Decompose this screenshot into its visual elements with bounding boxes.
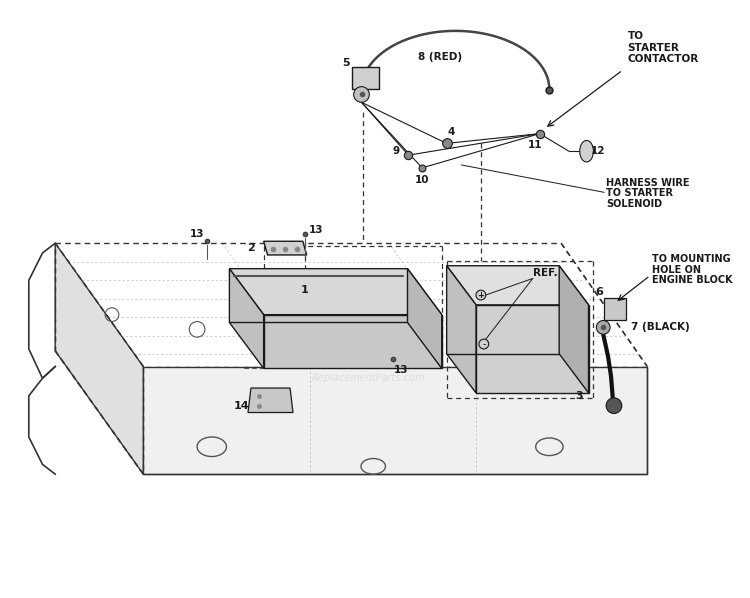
Text: 9: 9	[392, 147, 399, 156]
Circle shape	[354, 87, 369, 102]
Polygon shape	[352, 67, 379, 89]
Text: 10: 10	[415, 175, 430, 185]
Circle shape	[479, 339, 489, 349]
Polygon shape	[407, 269, 442, 368]
Circle shape	[606, 398, 622, 413]
Text: 14: 14	[233, 401, 249, 411]
Text: ENGINE BLOCK: ENGINE BLOCK	[652, 276, 733, 285]
Circle shape	[476, 290, 486, 300]
Polygon shape	[230, 269, 264, 368]
Text: 6: 6	[596, 287, 603, 297]
Polygon shape	[264, 241, 307, 255]
Text: 12: 12	[591, 147, 605, 156]
Text: TO MOUNTING: TO MOUNTING	[652, 254, 730, 264]
Text: TO STARTER: TO STARTER	[606, 188, 674, 199]
Polygon shape	[604, 298, 625, 319]
Text: 5: 5	[342, 58, 350, 68]
Polygon shape	[230, 269, 442, 315]
Polygon shape	[476, 305, 589, 393]
Text: CONTACTOR: CONTACTOR	[628, 54, 699, 64]
Circle shape	[596, 321, 610, 334]
Text: REF.: REF.	[532, 267, 557, 277]
Polygon shape	[248, 388, 293, 413]
Polygon shape	[560, 266, 589, 393]
Text: 1: 1	[301, 285, 308, 295]
Text: 8 (RED): 8 (RED)	[418, 52, 462, 62]
Text: TO: TO	[628, 30, 644, 41]
Text: 13: 13	[394, 365, 408, 376]
Text: HARNESS WIRE: HARNESS WIRE	[606, 178, 690, 188]
Polygon shape	[264, 315, 442, 368]
Polygon shape	[447, 266, 589, 305]
Text: 3: 3	[575, 391, 583, 401]
Text: STARTER: STARTER	[628, 42, 680, 53]
Text: 4: 4	[448, 127, 455, 137]
Ellipse shape	[580, 141, 593, 162]
Text: SOLENOID: SOLENOID	[606, 199, 662, 209]
Text: ReplacementParts.com: ReplacementParts.com	[311, 373, 425, 383]
Polygon shape	[143, 367, 647, 474]
Text: +: +	[478, 291, 484, 300]
Text: 13: 13	[309, 224, 324, 234]
Text: 13: 13	[190, 230, 204, 239]
Text: 2: 2	[247, 243, 255, 253]
Text: 7 (BLACK): 7 (BLACK)	[631, 322, 689, 332]
Text: -: -	[482, 339, 485, 349]
Polygon shape	[447, 266, 476, 393]
Text: 11: 11	[527, 141, 542, 150]
Text: HOLE ON: HOLE ON	[652, 265, 701, 274]
Polygon shape	[56, 243, 143, 474]
